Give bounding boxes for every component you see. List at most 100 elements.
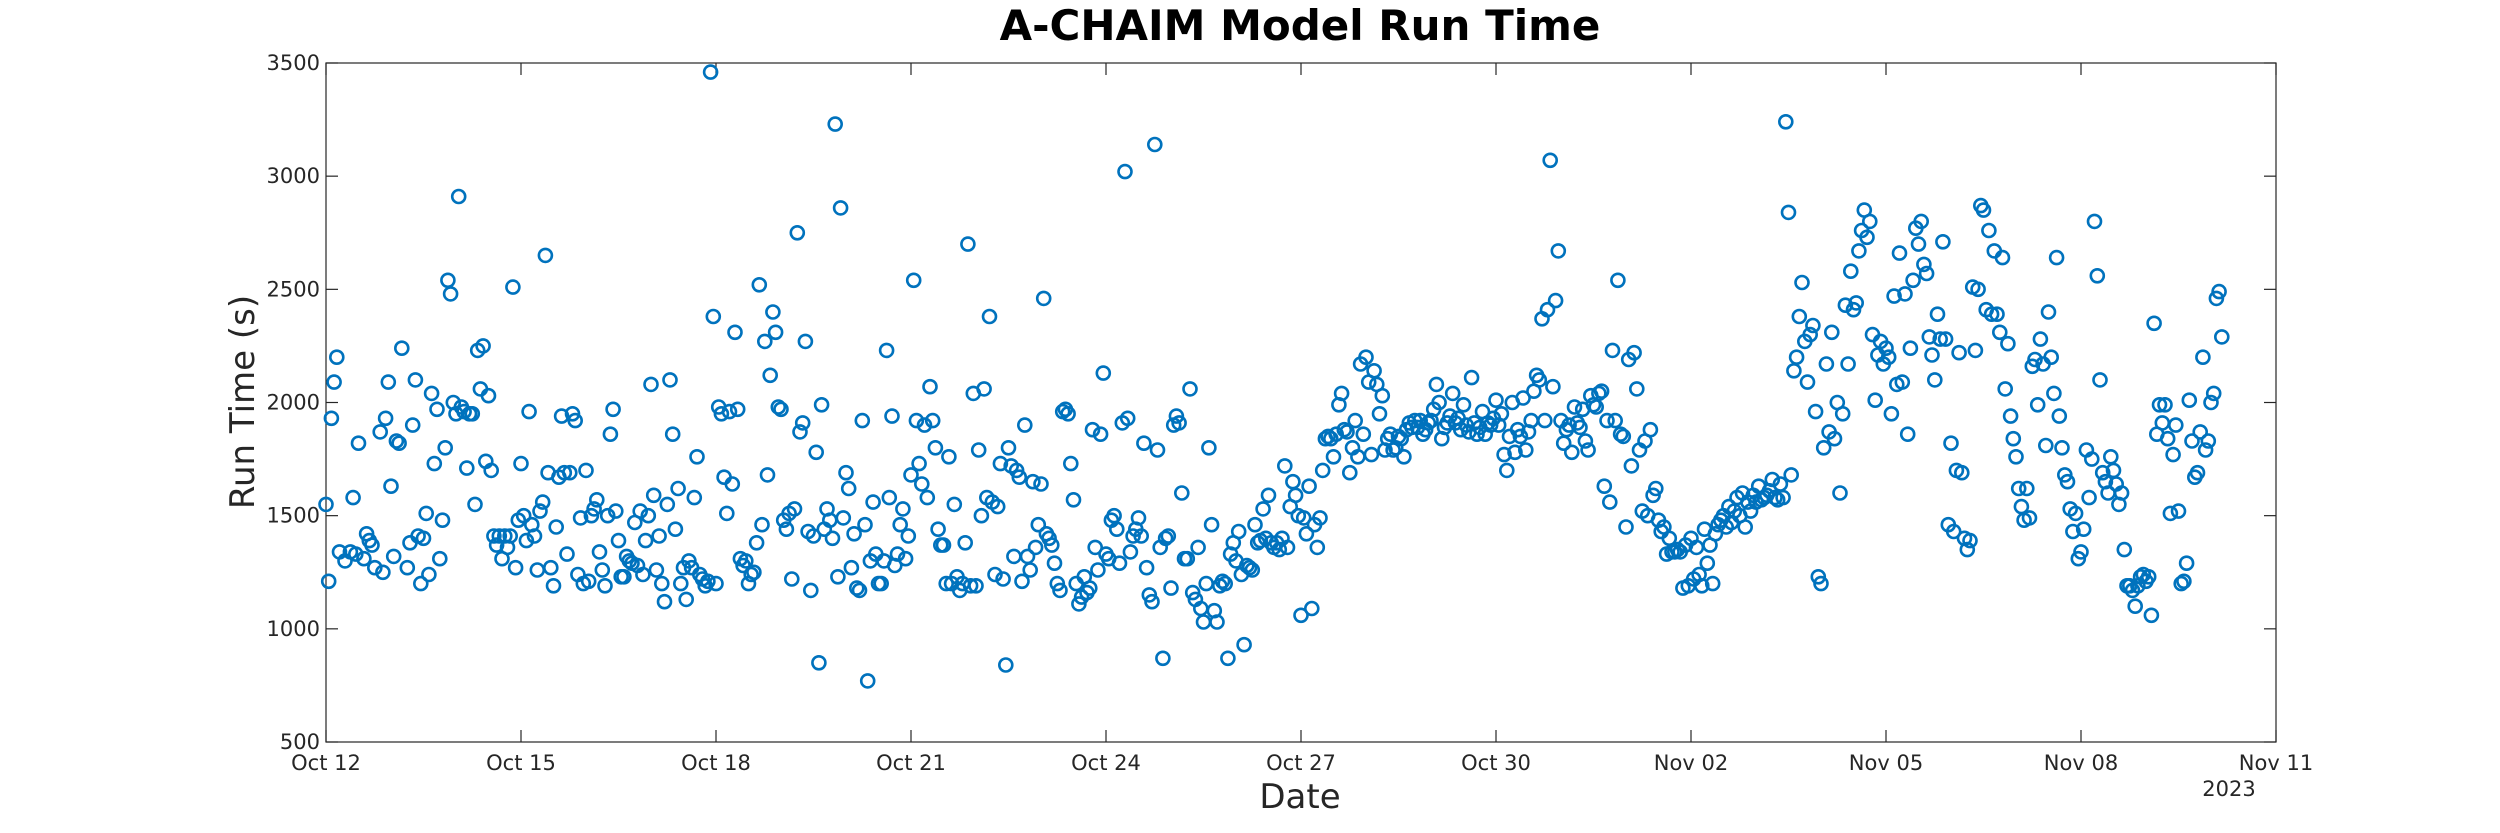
data-point (802, 582, 819, 599)
data-point (553, 408, 570, 424)
data-point (418, 505, 435, 522)
data-point (1626, 344, 1642, 361)
data-point (434, 512, 451, 529)
data-point (702, 64, 719, 80)
data-point (1707, 525, 1724, 542)
data-point (1550, 243, 1567, 259)
data-point (1444, 385, 1461, 402)
data-point (1799, 374, 1816, 390)
data-point (832, 200, 849, 216)
data-point (2140, 568, 2157, 585)
data-point (486, 528, 502, 544)
data-point (1320, 428, 1336, 445)
data-point (2040, 304, 2057, 320)
data-point (407, 372, 424, 388)
data-point (632, 503, 649, 519)
data-point (1704, 575, 1721, 592)
data-point (1802, 326, 1818, 343)
data-point (1163, 580, 1179, 596)
data-point (1017, 417, 1033, 433)
data-point (1667, 544, 1683, 560)
data-point (1880, 349, 1897, 366)
data-point (442, 286, 459, 302)
data-point (700, 573, 716, 590)
data-point (637, 532, 654, 549)
data-point (1090, 562, 1106, 578)
data-point (1921, 329, 1938, 345)
data-point (2032, 331, 2049, 347)
data-point (426, 455, 443, 472)
data-point (1794, 274, 1810, 291)
data-point (2046, 385, 2062, 402)
data-point (2019, 480, 2035, 497)
data-point (1929, 306, 1946, 323)
data-point (895, 501, 911, 517)
data-point (1046, 555, 1063, 572)
data-point (1374, 387, 1391, 404)
data-point (572, 510, 589, 526)
data-point (404, 417, 421, 433)
data-point (1198, 575, 1214, 592)
data-point (1891, 245, 1908, 261)
data-point (645, 487, 662, 504)
data-point (1385, 442, 1401, 458)
data-point (502, 528, 519, 544)
data-point (857, 516, 873, 533)
data-point (323, 410, 340, 427)
data-point (2092, 372, 2108, 388)
data-point (1241, 559, 1258, 576)
data-point (762, 367, 779, 384)
data-point (2159, 430, 2176, 447)
data-point (1848, 295, 1864, 311)
data-point (2084, 451, 2100, 467)
data-point (1157, 530, 1174, 547)
data-point (1775, 489, 1791, 506)
data-point (1209, 614, 1225, 630)
data-point (518, 532, 535, 549)
data-point (989, 498, 1006, 515)
data-point (913, 476, 930, 492)
data-point (1805, 317, 1821, 334)
data-point (1859, 229, 1875, 246)
data-point (1867, 392, 1883, 409)
data-point (1618, 519, 1634, 535)
data-point (1065, 491, 1082, 508)
data-point (1862, 213, 1878, 230)
data-point (1813, 575, 1829, 592)
data-point (1347, 412, 1363, 429)
data-point (1309, 539, 1326, 556)
data-point (2197, 442, 2214, 458)
data-point (2192, 424, 2208, 440)
data-point (607, 503, 624, 519)
data-point (1293, 607, 1309, 624)
data-point (591, 544, 608, 560)
data-point (616, 568, 632, 585)
data-point (824, 530, 841, 547)
data-point (488, 537, 505, 553)
data-point (662, 372, 678, 388)
data-point (1496, 446, 1512, 463)
data-point (1564, 444, 1580, 461)
data-point (840, 480, 857, 497)
data-point (1737, 519, 1753, 535)
data-point (1190, 539, 1206, 556)
x-tick-label: Oct 15 (486, 751, 556, 775)
data-point (1623, 458, 1640, 474)
data-point (1669, 541, 1686, 558)
data-point (968, 577, 984, 594)
data-point (483, 462, 500, 479)
data-point (1314, 462, 1331, 479)
data-point (1244, 562, 1261, 578)
data-point (1615, 428, 1632, 445)
data-point (1897, 286, 1913, 302)
data-point (1975, 202, 1992, 218)
data-point (440, 272, 456, 289)
data-point (748, 534, 765, 551)
data-point (873, 575, 890, 592)
data-point (391, 435, 407, 452)
data-point (350, 435, 367, 452)
data-point (2038, 437, 2054, 454)
data-point (507, 559, 524, 576)
data-point (1230, 523, 1247, 540)
data-point (783, 571, 800, 587)
